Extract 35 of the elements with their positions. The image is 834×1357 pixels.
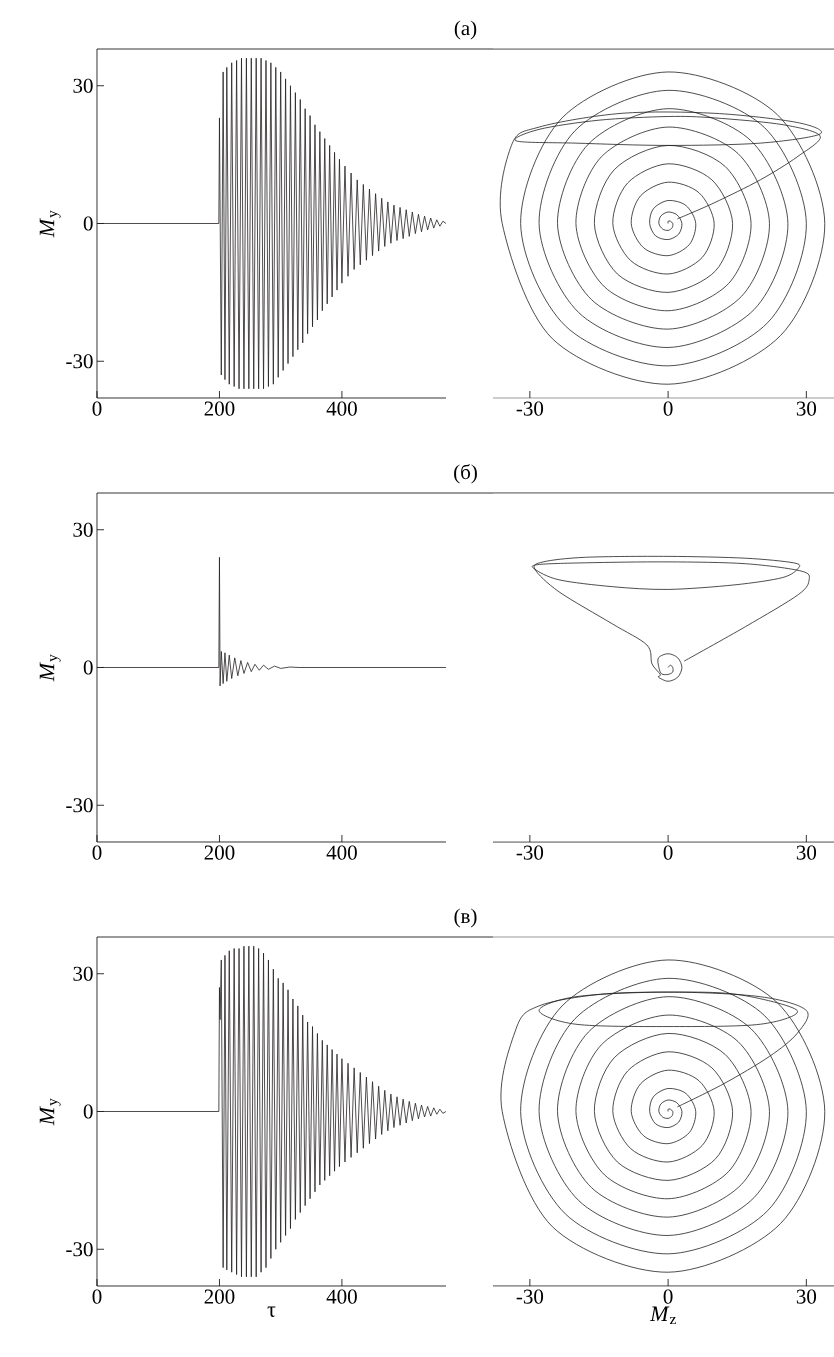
y-tick-label: 0 <box>83 1104 93 1119</box>
line-series <box>96 556 447 687</box>
x-tick-label: 400 <box>326 845 357 860</box>
x-tick-label: 30 <box>796 1289 817 1304</box>
y-tick-label: 30 <box>73 78 93 93</box>
x-tick-label: 30 <box>796 401 817 416</box>
x-tick-label: 200 <box>204 401 235 416</box>
y-tick-label: 0 <box>83 216 93 231</box>
x-tick-label: 30 <box>796 845 817 860</box>
y-axis-title: M$_{y}$ <box>39 210 61 238</box>
line-series <box>96 57 447 390</box>
x-tick-label: -30 <box>516 1289 544 1304</box>
y-tick-label: -30 <box>66 798 93 813</box>
y-tick-label: 30 <box>73 522 93 537</box>
x-tick-label: 200 <box>204 845 235 860</box>
x-tick-label: 0 <box>663 401 673 416</box>
y-tick-label: -30 <box>66 354 93 369</box>
x-tick-label: 200 <box>204 1289 235 1304</box>
y-axis-title: M$_{y}$ <box>39 1098 61 1126</box>
x-axis-title: τ <box>267 1306 276 1317</box>
chart-title: (а) <box>454 20 477 40</box>
line-series <box>96 945 447 1278</box>
y-tick-label: -30 <box>66 1242 93 1257</box>
x-axis-title: M$_{z}$ <box>649 1306 676 1325</box>
chart-title: (в) <box>454 908 477 928</box>
x-tick-label: -30 <box>516 845 544 860</box>
chart-title: (б) <box>454 463 477 484</box>
y-axis-title: M$_{y}$ <box>39 654 61 682</box>
x-tick-label: 400 <box>326 1289 357 1304</box>
y-tick-label: 0 <box>83 660 93 675</box>
x-tick-label: 0 <box>663 1289 673 1304</box>
y-tick-label: 30 <box>73 966 93 981</box>
x-tick-label: 0 <box>663 845 673 860</box>
x-tick-label: 400 <box>326 401 357 416</box>
x-tick-label: -30 <box>516 401 544 416</box>
